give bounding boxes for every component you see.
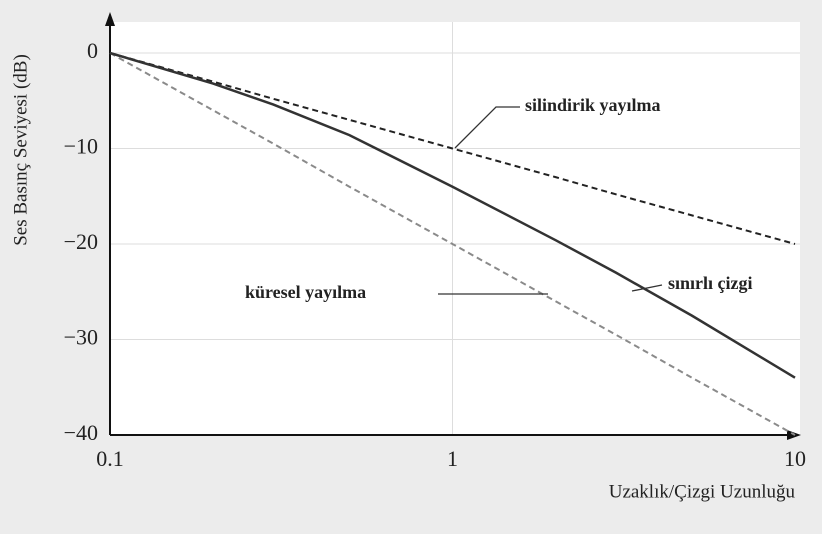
plot-area [110, 22, 800, 435]
annotation-leader [454, 106, 520, 149]
y-tick-label: −20 [64, 229, 98, 254]
y-tick-label: −10 [64, 134, 98, 159]
y-tick-label: 0 [87, 38, 98, 63]
x-tick-label: 10 [784, 446, 806, 471]
x-axis-label: Uzaklık/Çizgi Uzunluğu [609, 481, 796, 502]
series-label: sınırlı çizgi [668, 273, 753, 293]
y-tick-label: −40 [64, 420, 98, 445]
series-line [109, 51, 796, 379]
y-axis-label: Ses Basınç Seviyesi (dB) [10, 54, 31, 246]
x-tick-label: 1 [447, 446, 458, 471]
series-line [109, 52, 796, 436]
y-axis-arrow [105, 12, 115, 26]
series-label: küresel yayılma [245, 282, 366, 302]
y-tick-label: −30 [64, 325, 98, 350]
annotation-leader [631, 284, 663, 292]
x-tick-label: 0.1 [96, 446, 124, 471]
series-label: silindirik yayılma [525, 95, 661, 115]
series-line [109, 52, 796, 245]
